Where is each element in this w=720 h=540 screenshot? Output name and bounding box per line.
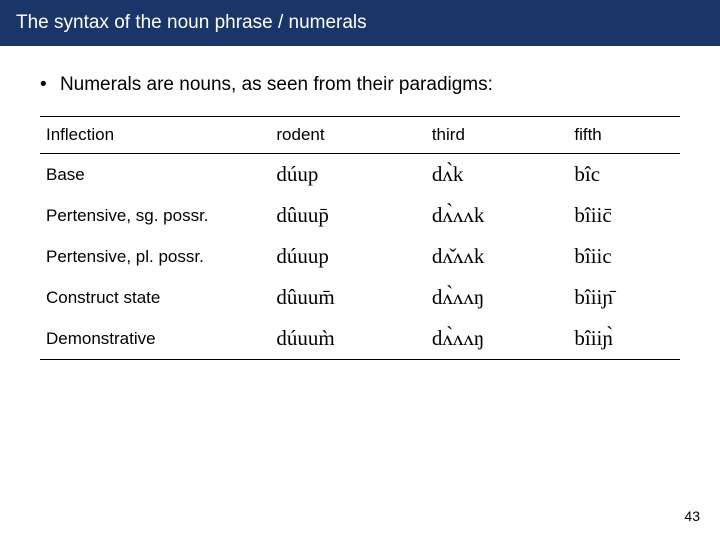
slide-title-bar: The syntax of the noun phrase / numerals <box>0 0 720 46</box>
cell-fifth: bîc <box>568 154 680 196</box>
bullet-text: Numerals are nouns, as seen from their p… <box>40 74 680 96</box>
cell-inflection: Demonstrative <box>40 318 270 360</box>
cell-rodent: dûuup̄ <box>270 195 425 236</box>
slide-content: Numerals are nouns, as seen from their p… <box>0 46 720 360</box>
cell-fifth: bîiiɲ̄ <box>568 277 680 318</box>
cell-rodent: dúup <box>270 154 425 196</box>
cell-rodent: dûuum̄ <box>270 277 425 318</box>
cell-third: dʌ̀k <box>426 154 569 196</box>
col-rodent: rodent <box>270 117 425 154</box>
page-number: 43 <box>684 508 700 524</box>
cell-inflection: Pertensive, pl. possr. <box>40 236 270 277</box>
table-row: Construct state dûuum̄ dʌ̀ʌʌŋ bîiiɲ̄ <box>40 277 680 318</box>
col-inflection: Inflection <box>40 117 270 154</box>
table-row: Pertensive, pl. possr. dúuup dʌ̌ʌʌk bîii… <box>40 236 680 277</box>
cell-fifth: bîiic <box>568 236 680 277</box>
cell-fifth: bîiic̄ <box>568 195 680 236</box>
cell-rodent: dúuup <box>270 236 425 277</box>
slide-title: The syntax of the noun phrase / numerals <box>16 12 367 33</box>
cell-fifth: bîiiɲ̀ <box>568 318 680 360</box>
cell-inflection: Pertensive, sg. possr. <box>40 195 270 236</box>
cell-inflection: Construct state <box>40 277 270 318</box>
cell-third: dʌ̌ʌʌk <box>426 236 569 277</box>
table-row: Pertensive, sg. possr. dûuup̄ dʌ̀ʌʌk bîi… <box>40 195 680 236</box>
table-row: Demonstrative dúuum̀ dʌ̀ʌʌŋ bîiiɲ̀ <box>40 318 680 360</box>
cell-third: dʌ̀ʌʌk <box>426 195 569 236</box>
cell-third: dʌ̀ʌʌŋ <box>426 277 569 318</box>
paradigm-table: Inflection rodent third fifth Base dúup … <box>40 116 680 360</box>
cell-third: dʌ̀ʌʌŋ <box>426 318 569 360</box>
cell-inflection: Base <box>40 154 270 196</box>
cell-rodent: dúuum̀ <box>270 318 425 360</box>
col-fifth: fifth <box>568 117 680 154</box>
table-header-row: Inflection rodent third fifth <box>40 117 680 154</box>
col-third: third <box>426 117 569 154</box>
table-row: Base dúup dʌ̀k bîc <box>40 154 680 196</box>
